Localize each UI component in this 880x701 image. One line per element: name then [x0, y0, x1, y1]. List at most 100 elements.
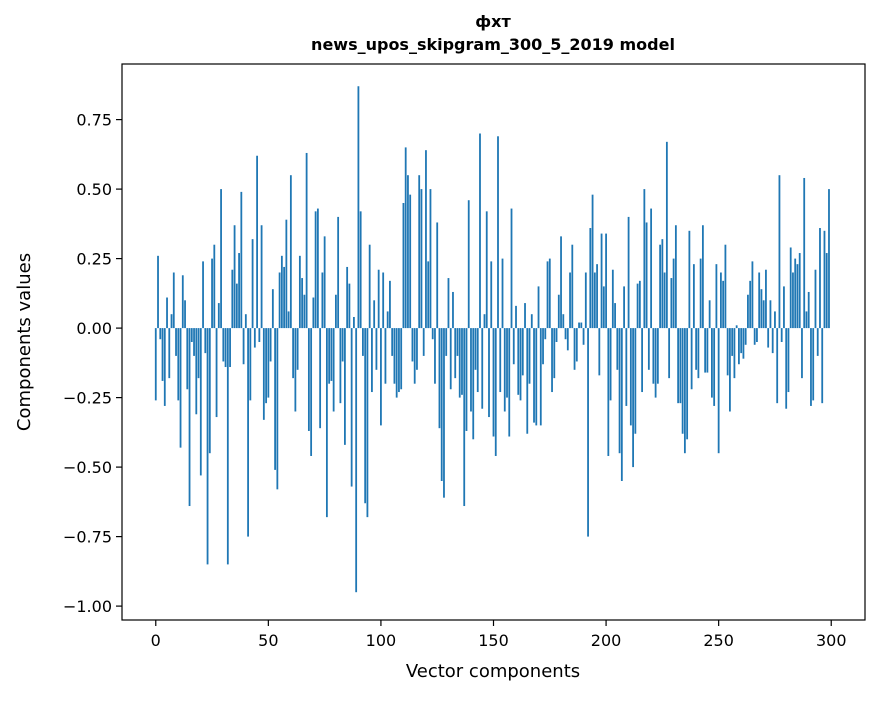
bar-219: [647, 328, 650, 370]
bar-6: [168, 328, 171, 379]
bar-4: [163, 328, 166, 406]
bar-253: [724, 244, 727, 329]
bar-291: [810, 328, 812, 406]
bar-243: [701, 225, 704, 329]
bar-230: [672, 258, 675, 329]
bar-270: [762, 300, 765, 329]
bar-242: [699, 258, 702, 329]
bar-268: [758, 272, 761, 329]
bar-32: [226, 328, 229, 565]
x-axis-label: Vector components: [406, 661, 580, 682]
bar-185: [571, 244, 574, 329]
bar-75: [323, 236, 326, 329]
bar-191: [584, 272, 587, 329]
bar-18: [195, 328, 198, 415]
x-tick-label-250: 250: [703, 631, 734, 650]
bar-90: [357, 86, 360, 329]
bar-188: [578, 322, 580, 329]
bar-56: [280, 255, 283, 329]
bar-232: [677, 328, 680, 404]
bar-226: [663, 272, 666, 329]
bar-275: [774, 311, 776, 329]
bar-45: [256, 155, 258, 329]
y-tick-label-7: 0.75: [76, 111, 112, 130]
bar-76: [325, 328, 328, 518]
bar-152: [497, 136, 499, 329]
bar-214: [636, 283, 639, 329]
bar-25: [211, 258, 213, 329]
bar-14: [186, 328, 189, 390]
bar-22: [204, 328, 207, 354]
bar-195: [593, 272, 596, 329]
bar-292: [812, 328, 815, 401]
bar-236: [686, 328, 689, 440]
bar-240: [695, 328, 698, 370]
bar-21: [202, 261, 204, 329]
bar-121: [427, 261, 430, 329]
bar-283: [792, 272, 794, 329]
bar-77: [328, 328, 331, 384]
x-tick-label-50: 50: [258, 631, 278, 650]
bar-72: [316, 208, 319, 329]
bar-165: [526, 328, 529, 434]
bar-146: [483, 314, 486, 329]
bar-142: [474, 328, 477, 370]
bar-206: [618, 328, 621, 454]
bar-103: [386, 311, 389, 329]
bar-53: [274, 328, 276, 470]
bar-269: [760, 289, 763, 329]
bar-67: [305, 152, 308, 329]
bar-207: [620, 328, 623, 481]
bar-278: [780, 328, 783, 342]
bar-220: [650, 208, 653, 329]
bar-227: [665, 141, 668, 329]
bar-55: [278, 272, 281, 329]
y-axis-label: Components values: [14, 253, 35, 431]
bar-149: [490, 261, 493, 329]
bar-8: [172, 272, 175, 329]
bar-182: [564, 328, 567, 340]
bar-23: [206, 328, 209, 565]
bar-222: [654, 328, 657, 398]
bar-249: [715, 264, 718, 329]
y-axis-ticks: −1.00 −0.75 −0.50 −0.25 0.00 0.25 0.50 0.75: [63, 111, 122, 616]
y-tick-label-3: −0.25: [63, 389, 112, 408]
bar-196: [596, 264, 598, 329]
bar-136: [461, 328, 463, 395]
bar-179: [557, 294, 560, 329]
bar-248: [713, 328, 716, 406]
bar-94: [366, 328, 369, 518]
bar-98: [375, 328, 378, 370]
bar-175: [548, 258, 551, 329]
bar-150: [492, 328, 495, 437]
bar-119: [422, 328, 425, 356]
bar-132: [452, 291, 454, 329]
bar-48: [262, 328, 265, 420]
bar-217: [643, 189, 646, 329]
bar-221: [652, 328, 655, 384]
bar-91: [359, 211, 362, 329]
bar-126: [438, 328, 441, 429]
bar-264: [749, 280, 752, 329]
bar-245: [706, 328, 709, 373]
bar-130: [447, 278, 450, 329]
bar-145: [481, 328, 484, 409]
bar-9: [175, 328, 177, 356]
x-tick-label-100: 100: [366, 631, 397, 650]
bar-163: [521, 328, 524, 376]
bar-233: [679, 328, 682, 404]
bar-114: [411, 328, 414, 362]
bar-261: [742, 328, 745, 359]
bar-288: [803, 177, 806, 329]
bar-202: [609, 328, 612, 401]
bar-92: [362, 328, 364, 356]
bar-118: [420, 189, 423, 329]
bar-252: [722, 280, 725, 329]
bar-153: [499, 328, 502, 393]
bar-71: [314, 211, 317, 329]
bar-210: [627, 216, 630, 329]
bar-200: [605, 233, 607, 329]
bar-108: [398, 328, 400, 393]
bar-115: [413, 328, 416, 384]
